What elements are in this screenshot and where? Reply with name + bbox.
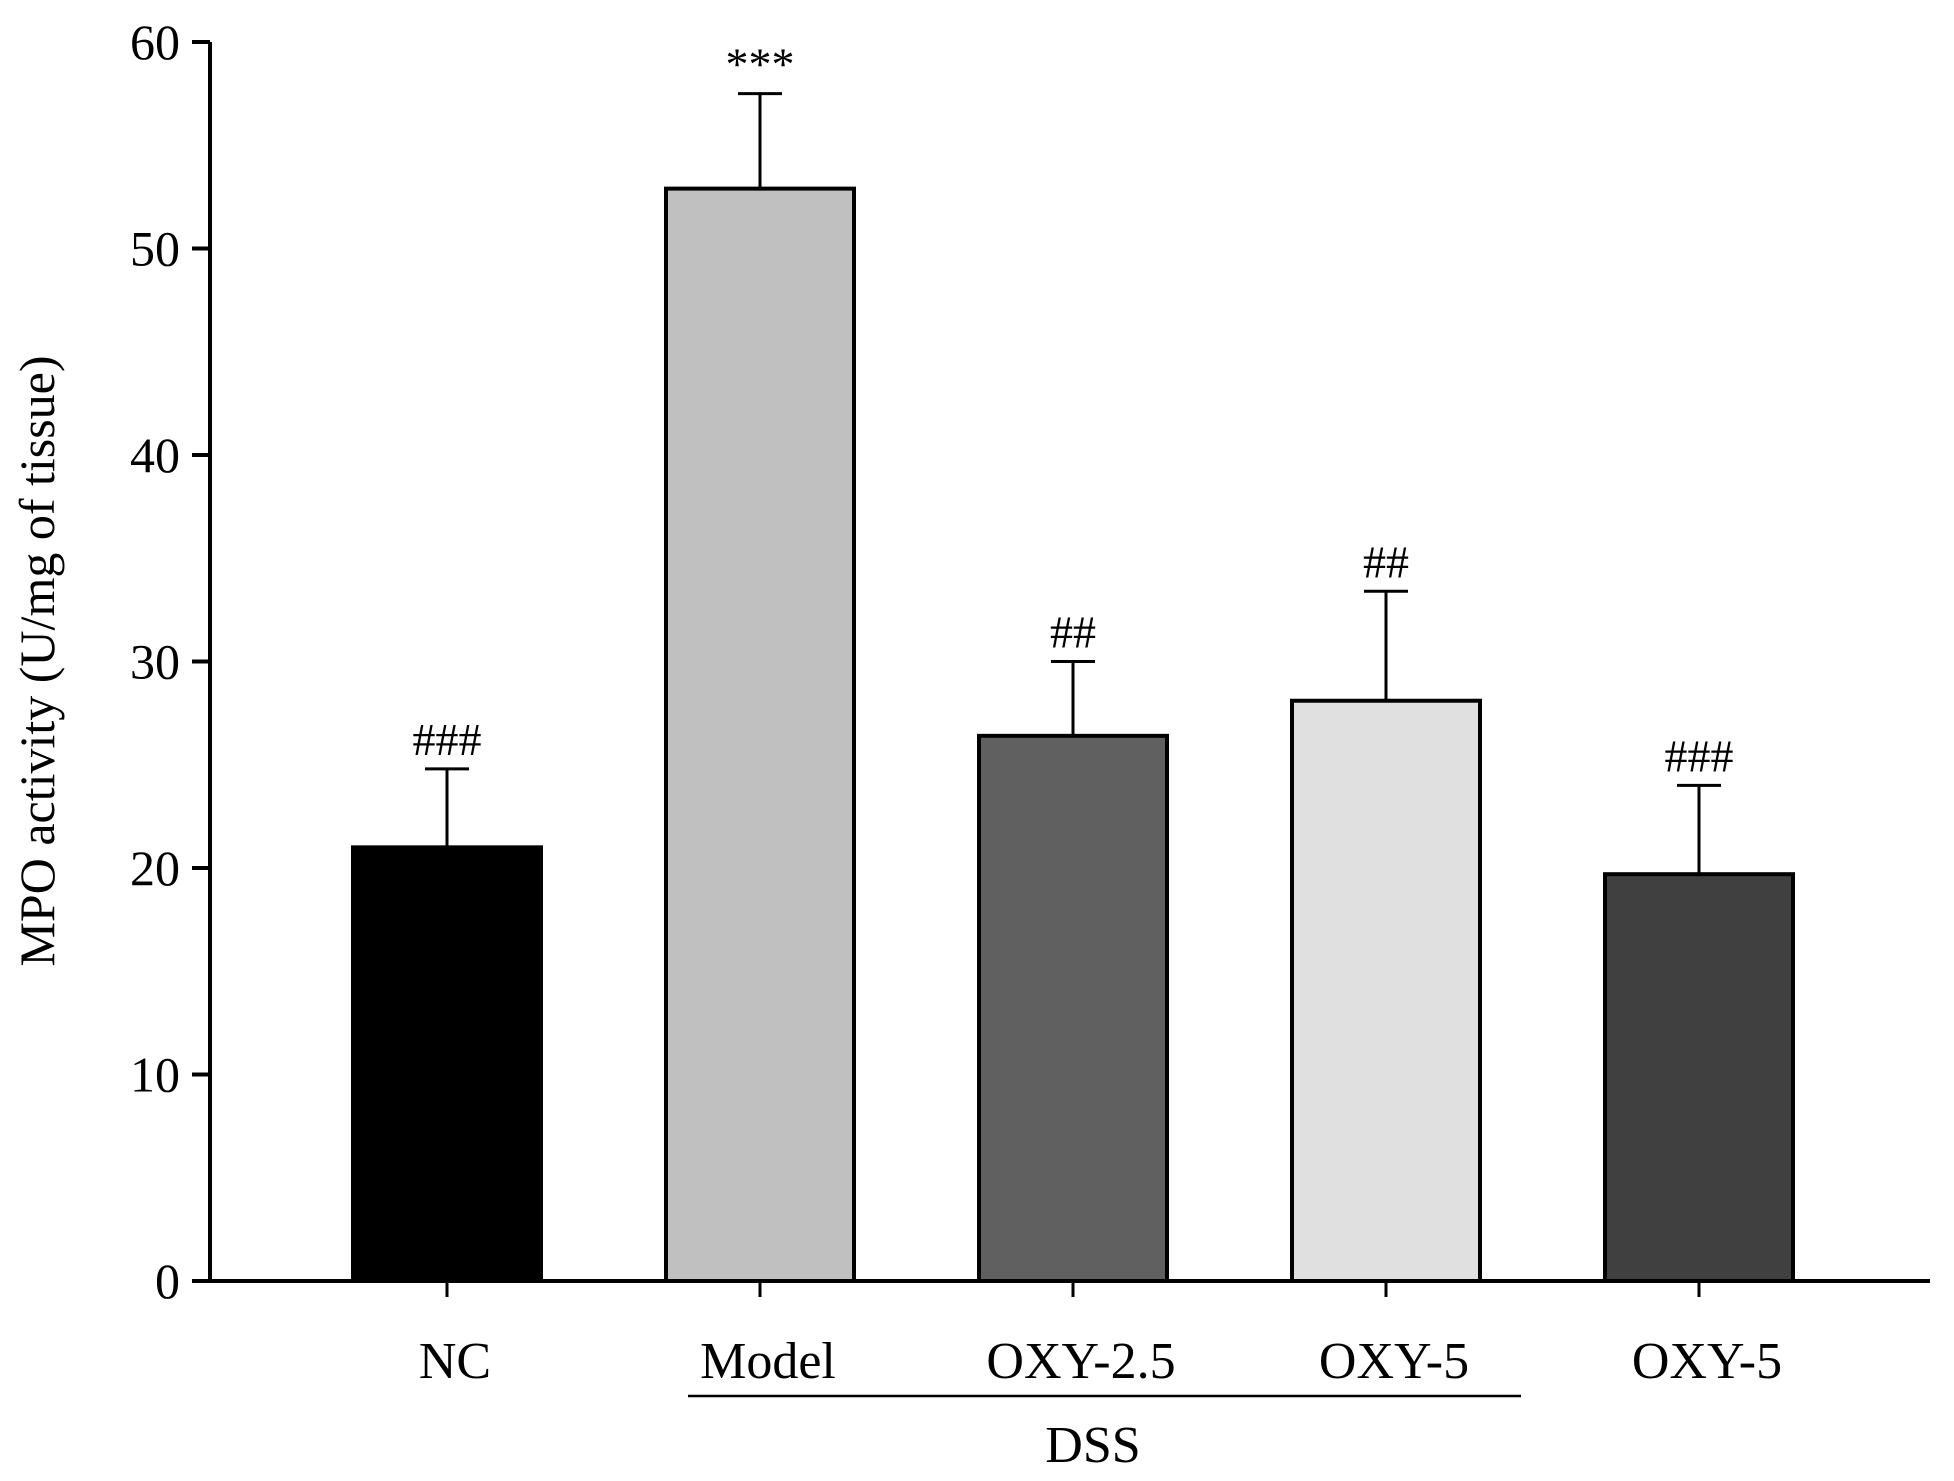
sig-label-3: ## (1050, 607, 1096, 658)
y-tick-label-50: 50 (130, 221, 180, 277)
sig-label-1: ### (413, 714, 482, 765)
y-tick-label-40: 40 (130, 427, 180, 483)
category-label-2: Model (700, 1333, 836, 1390)
sig-label-2: *** (726, 39, 795, 90)
y-axis-title: MPO activity (U/mg of tissue) (9, 355, 65, 966)
significance-labels: ###***####### (413, 39, 1734, 782)
dss-group-bracket: DSS (688, 1394, 1521, 1474)
bar-5 (1603, 872, 1795, 1283)
sig-label-5: ### (1665, 730, 1734, 781)
y-tick-label-30: 30 (130, 634, 180, 690)
y-ticks: 0 10 20 30 40 50 60 (130, 14, 210, 1309)
group-label: DSS (1045, 1417, 1140, 1474)
bar-2 (664, 186, 856, 1284)
bar-4 (1290, 698, 1482, 1283)
bar-3 (977, 733, 1169, 1283)
category-labels: NC Model OXY-2.5 OXY-5 OXY-5 (419, 1333, 1782, 1390)
y-tick-label-20: 20 (130, 840, 180, 896)
x-ticks (445, 1281, 1701, 1297)
y-tick-label-10: 10 (130, 1047, 180, 1103)
category-label-1: NC (419, 1333, 491, 1390)
bars (351, 186, 1795, 1284)
category-label-3: OXY-2.5 (986, 1333, 1175, 1390)
category-label-4: OXY-5 (1319, 1333, 1469, 1390)
category-label-5: OXY-5 (1632, 1333, 1782, 1390)
y-tick-label-0: 0 (155, 1253, 180, 1309)
error-bars (425, 92, 1721, 875)
sig-label-4: ## (1363, 536, 1409, 587)
y-tick-label-60: 60 (130, 14, 180, 70)
bar-1 (351, 845, 543, 1283)
